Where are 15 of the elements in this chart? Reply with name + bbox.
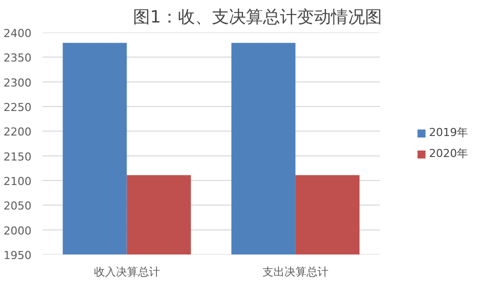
- legend-label: 2019年: [429, 125, 468, 140]
- y-tick-label: 2250: [4, 101, 32, 114]
- y-tick-label: 2050: [4, 200, 32, 213]
- y-tick-label: 1950: [4, 249, 32, 262]
- y-tick-label: 2400: [4, 27, 32, 40]
- legend-label: 2020年: [429, 146, 468, 161]
- y-tick-label: 2100: [4, 175, 32, 188]
- chart-title: 图1：收、支决算总计变动情况图: [133, 8, 382, 28]
- y-tick-label: 2150: [4, 150, 32, 164]
- y-tick-label: 2000: [4, 224, 32, 238]
- y-tick-label: 2200: [4, 126, 32, 139]
- y-tick-label: 2350: [4, 52, 32, 65]
- y-tick-label: 2300: [4, 76, 32, 90]
- x-tick-label: 支出决算总计: [262, 266, 328, 278]
- x-tick-label: 收入决算总计: [94, 266, 160, 278]
